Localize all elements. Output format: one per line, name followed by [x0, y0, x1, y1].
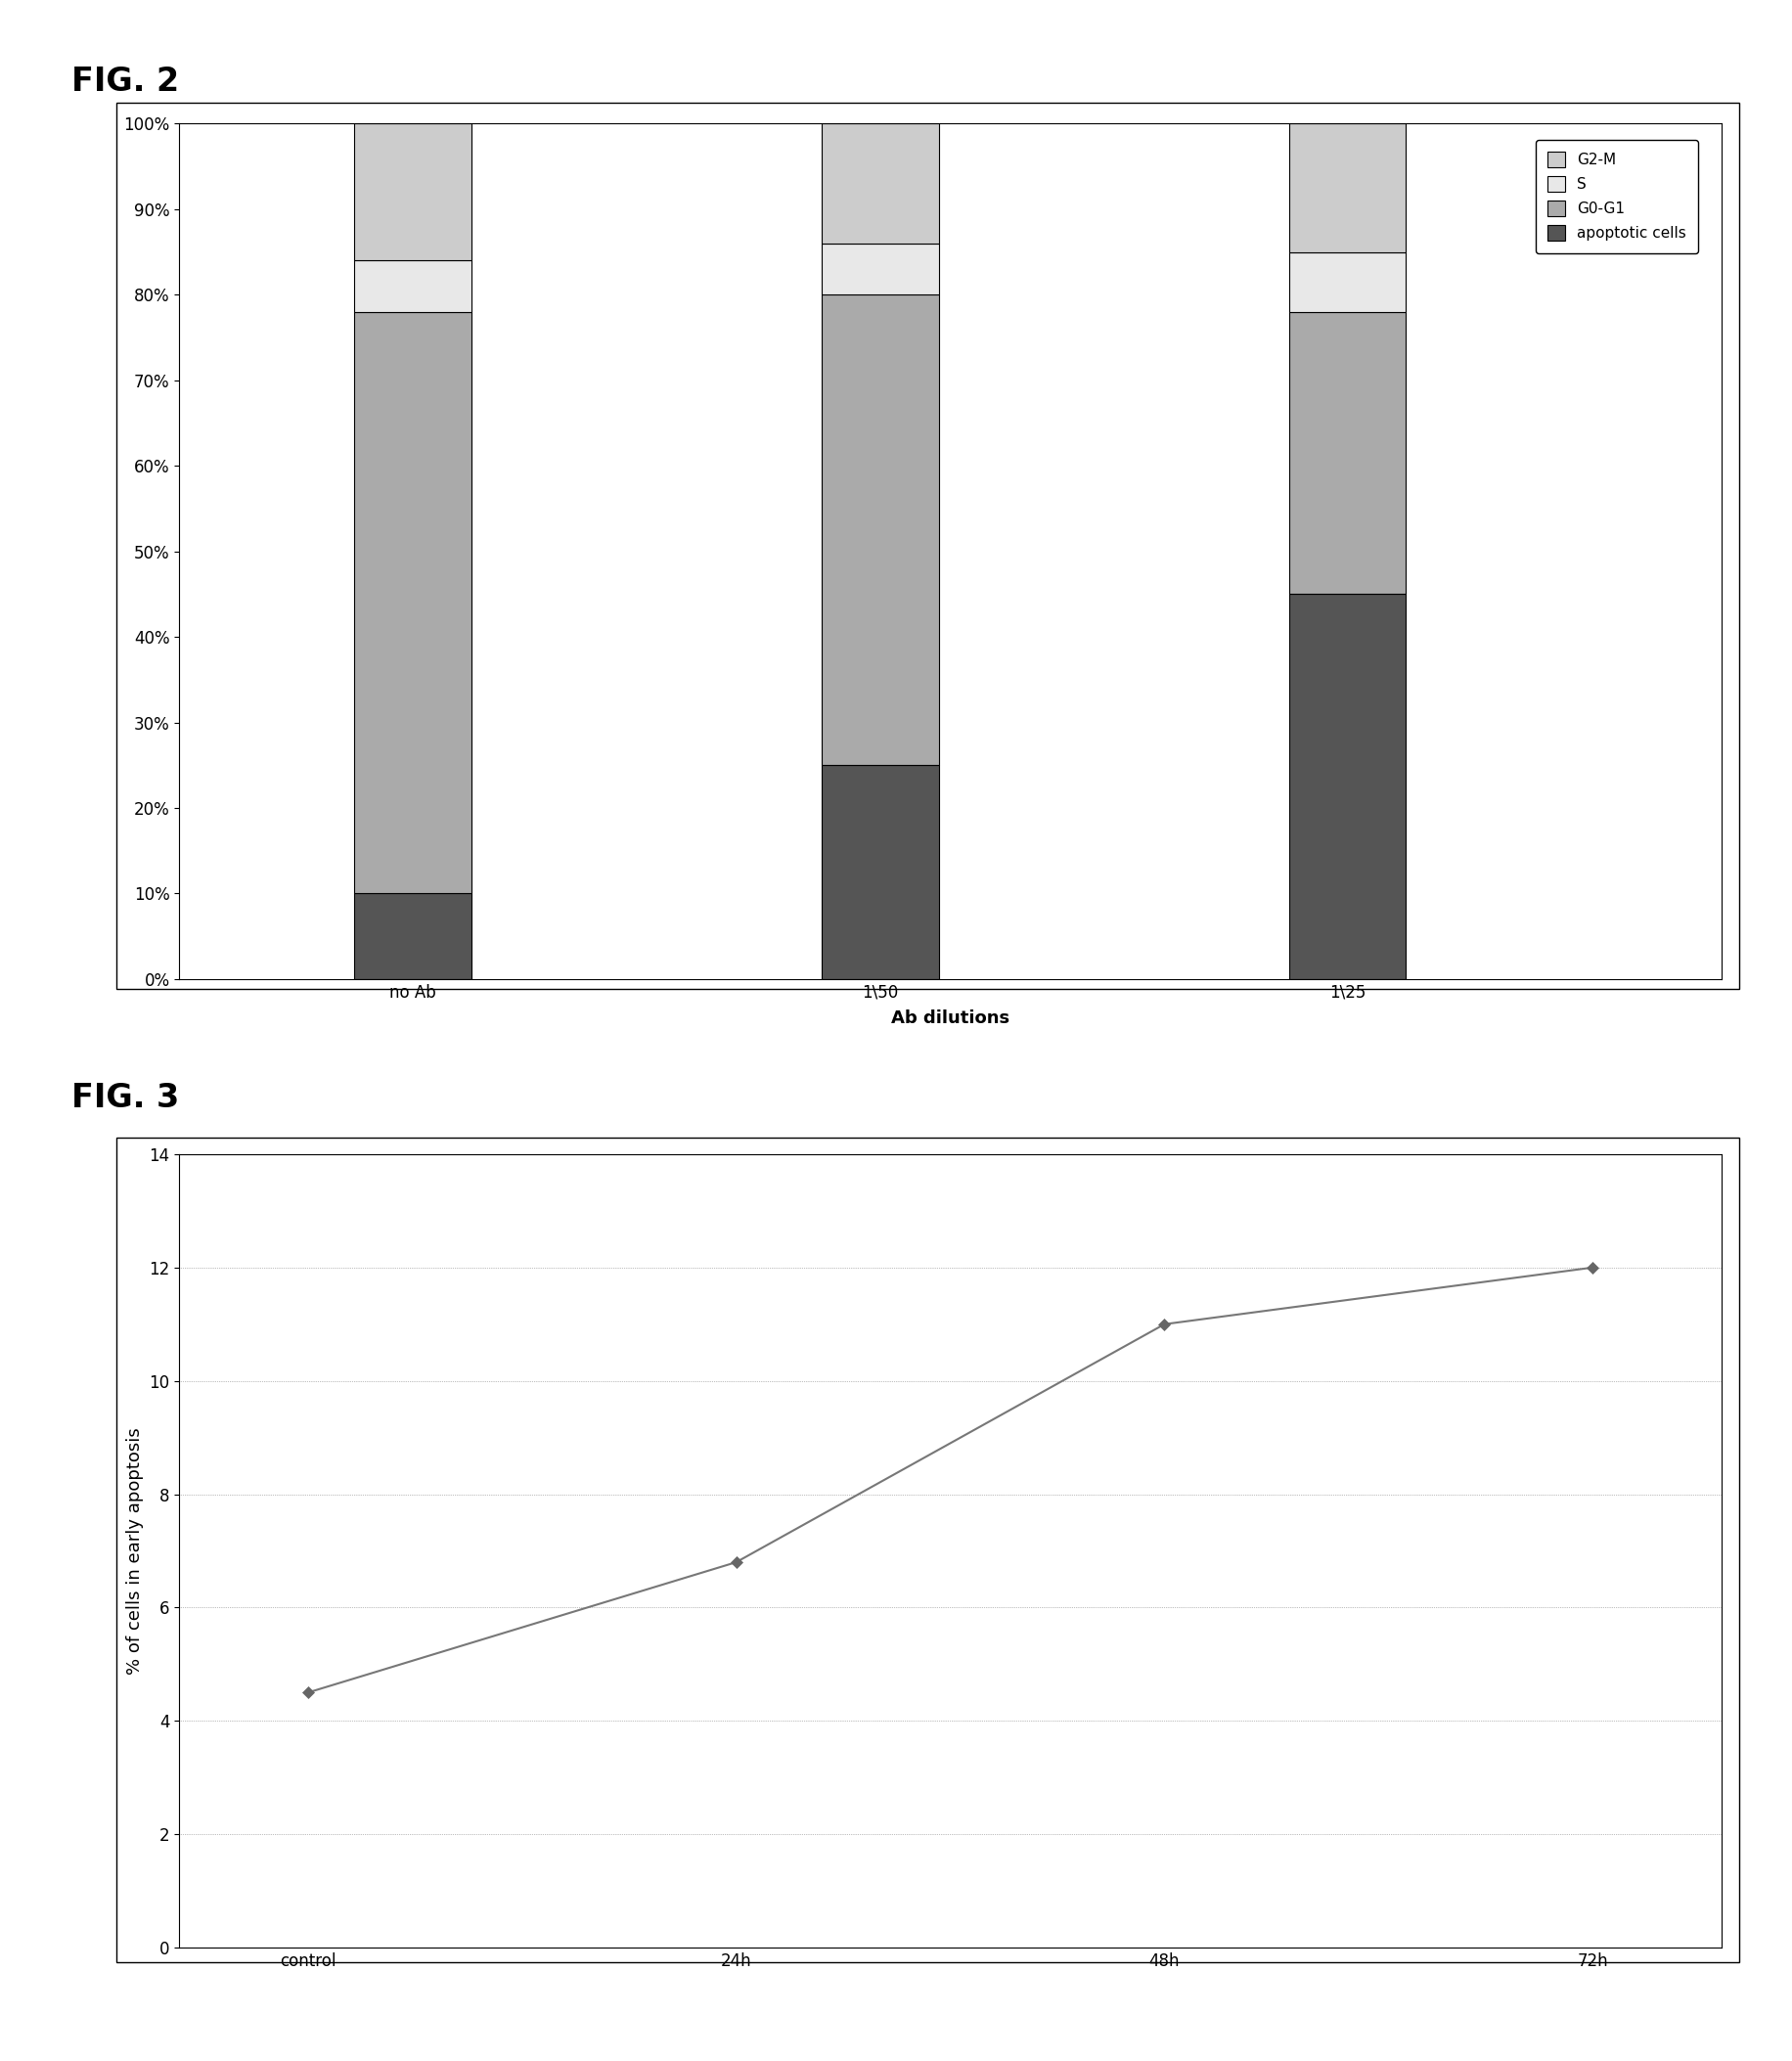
Legend: G2-M, S, G0-G1, apoptotic cells: G2-M, S, G0-G1, apoptotic cells — [1534, 140, 1697, 254]
Bar — [1288, 124, 1405, 251]
Text: FIG. 3: FIG. 3 — [72, 1082, 179, 1115]
Text: FIG. 2: FIG. 2 — [72, 66, 179, 99]
Bar — [1288, 594, 1405, 979]
Bar — [355, 894, 471, 979]
Bar — [821, 243, 937, 295]
Bar — [355, 260, 471, 311]
Bar — [355, 311, 471, 894]
Y-axis label: % of cells in early apoptosis: % of cells in early apoptosis — [125, 1428, 143, 1674]
Bar — [821, 295, 937, 765]
Bar — [821, 765, 937, 979]
Bar — [1288, 311, 1405, 594]
Bar — [1288, 251, 1405, 311]
Bar — [355, 124, 471, 260]
X-axis label: Ab dilutions: Ab dilutions — [891, 1010, 1009, 1026]
Bar — [821, 124, 937, 243]
